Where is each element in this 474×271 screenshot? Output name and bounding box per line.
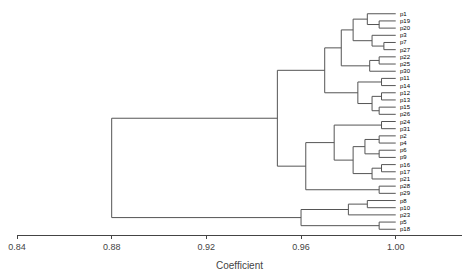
svg-text:p24: p24 bbox=[400, 119, 411, 125]
svg-text:p31: p31 bbox=[400, 126, 411, 132]
svg-text:p15: p15 bbox=[400, 104, 411, 110]
svg-text:p20: p20 bbox=[400, 25, 411, 31]
svg-text:1.00: 1.00 bbox=[387, 242, 405, 252]
svg-text:0.92: 0.92 bbox=[198, 242, 216, 252]
svg-text:p26: p26 bbox=[400, 111, 411, 117]
svg-text:p7: p7 bbox=[400, 39, 407, 45]
svg-text:p18: p18 bbox=[400, 226, 411, 232]
svg-text:p22: p22 bbox=[400, 54, 411, 60]
svg-text:p21: p21 bbox=[400, 176, 411, 182]
svg-text:p4: p4 bbox=[400, 140, 407, 146]
svg-text:p28: p28 bbox=[400, 183, 411, 189]
svg-text:p2: p2 bbox=[400, 133, 407, 139]
svg-text:p8: p8 bbox=[400, 198, 407, 204]
svg-text:p10: p10 bbox=[400, 205, 411, 211]
svg-text:p17: p17 bbox=[400, 169, 411, 175]
svg-text:Coefficient: Coefficient bbox=[216, 260, 263, 271]
svg-text:p16: p16 bbox=[400, 162, 411, 168]
svg-text:0.84: 0.84 bbox=[8, 242, 26, 252]
svg-text:0.88: 0.88 bbox=[103, 242, 121, 252]
svg-text:p9: p9 bbox=[400, 154, 407, 160]
svg-text:p14: p14 bbox=[400, 83, 411, 89]
svg-text:p19: p19 bbox=[400, 18, 411, 24]
svg-text:p1: p1 bbox=[400, 11, 407, 17]
svg-text:p27: p27 bbox=[400, 47, 411, 53]
svg-text:p13: p13 bbox=[400, 97, 411, 103]
svg-text:p30: p30 bbox=[400, 68, 411, 74]
svg-text:p12: p12 bbox=[400, 90, 411, 96]
svg-text:0.96: 0.96 bbox=[292, 242, 310, 252]
svg-text:p3: p3 bbox=[400, 32, 407, 38]
svg-text:p11: p11 bbox=[400, 75, 410, 81]
svg-text:p29: p29 bbox=[400, 190, 411, 196]
svg-text:p23: p23 bbox=[400, 212, 411, 218]
svg-text:p25: p25 bbox=[400, 61, 411, 67]
svg-text:p6: p6 bbox=[400, 147, 407, 153]
svg-text:p5: p5 bbox=[400, 219, 407, 225]
